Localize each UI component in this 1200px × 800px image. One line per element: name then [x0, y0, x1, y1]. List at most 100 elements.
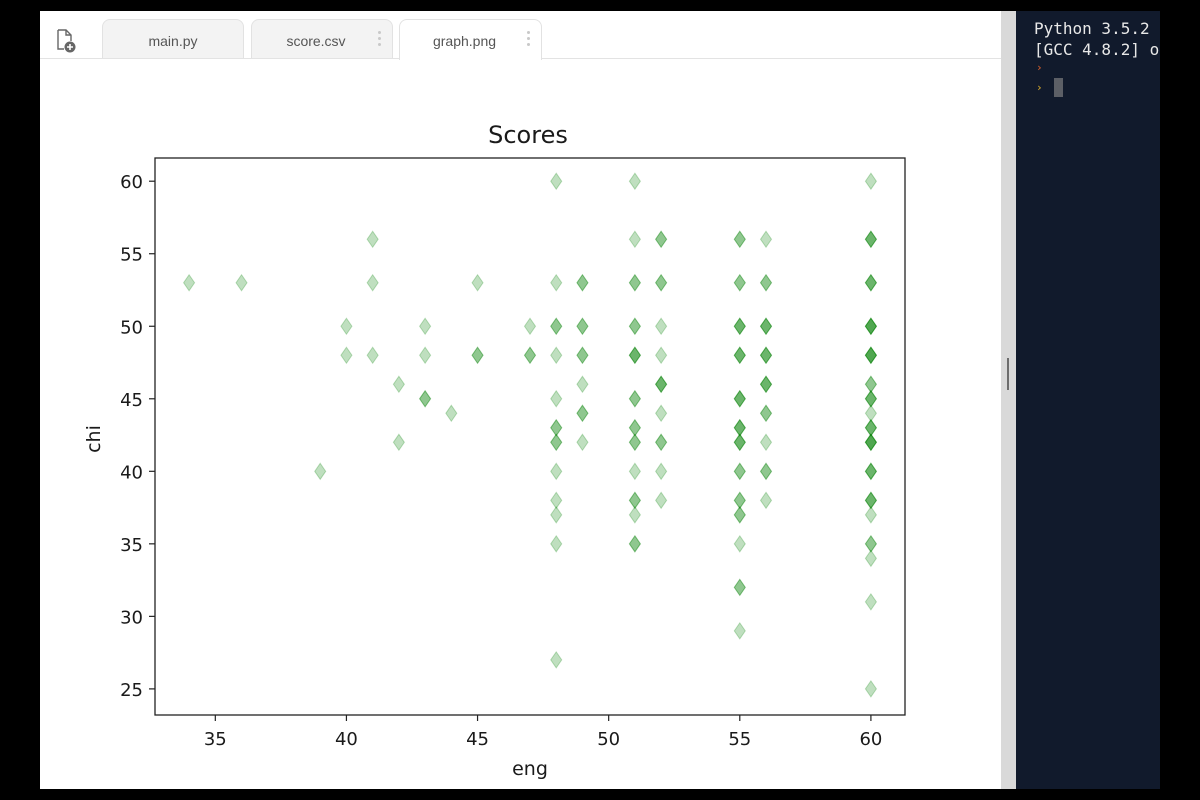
data-point [576, 404, 589, 423]
tab-label: score.csv [286, 33, 346, 49]
data-point [366, 273, 379, 292]
data-point [759, 375, 773, 394]
new-file-button[interactable] [54, 29, 78, 55]
data-point [864, 404, 878, 423]
data-point [550, 650, 563, 669]
data-point [864, 346, 878, 365]
data-point [733, 418, 746, 437]
data-point [733, 389, 746, 408]
data-point [628, 462, 642, 481]
data-point [864, 418, 878, 437]
data-point [655, 404, 668, 423]
data-point [759, 433, 773, 452]
data-point [418, 317, 432, 336]
data-point [523, 317, 537, 336]
data-point [733, 317, 746, 336]
data-point [759, 404, 773, 423]
chart-title: Scores [488, 121, 568, 149]
data-point [864, 346, 878, 365]
data-point [628, 534, 642, 553]
data-point [550, 462, 563, 481]
data-point [759, 346, 773, 365]
tab-graph-png[interactable]: graph.png [399, 19, 542, 60]
data-point [628, 491, 642, 510]
data-point [655, 462, 668, 481]
data-point [864, 549, 878, 568]
data-point [550, 346, 563, 365]
data-point [366, 346, 379, 365]
data-point [655, 433, 668, 452]
data-point [759, 375, 773, 394]
data-point [550, 433, 563, 452]
data-point [628, 418, 642, 437]
data-point [759, 273, 773, 292]
tab-main-py[interactable]: main.py [102, 19, 244, 58]
pane-splitter[interactable] [1001, 11, 1016, 789]
data-point [733, 317, 746, 336]
data-point [864, 462, 878, 481]
data-point [445, 404, 458, 423]
data-point [864, 491, 878, 510]
data-point [550, 433, 563, 452]
x-tick-label: 55 [728, 729, 751, 750]
data-point [576, 346, 589, 365]
data-point [655, 273, 668, 292]
data-point [471, 273, 484, 292]
vertical-dots-icon[interactable] [378, 31, 382, 49]
data-point [471, 346, 484, 365]
data-point [864, 172, 878, 191]
data-point [628, 346, 642, 365]
data-point [733, 505, 746, 524]
data-point [655, 375, 668, 394]
new-file-icon [57, 29, 76, 53]
console-pane[interactable]: Python 3.5.2 [GCC 4.8.2] o › › [1016, 11, 1160, 789]
data-point [628, 389, 642, 408]
data-point [655, 375, 668, 394]
data-point [418, 346, 432, 365]
tab-label: graph.png [432, 33, 497, 49]
data-point [864, 462, 878, 481]
data-point [733, 273, 746, 292]
y-tick-label: 30 [120, 607, 143, 628]
data-point [628, 433, 642, 452]
data-point [864, 433, 878, 452]
data-point [864, 230, 878, 249]
data-point [628, 230, 642, 249]
data-point [864, 680, 878, 698]
data-point [759, 317, 773, 336]
tab-bar: main.py score.csv graph.png [40, 11, 1001, 60]
splitter-grip[interactable] [1007, 358, 1009, 390]
y-tick-label: 50 [120, 317, 143, 338]
data-point [864, 317, 878, 336]
data-point [864, 389, 878, 408]
data-point [576, 317, 589, 336]
data-point [759, 404, 773, 423]
data-point [576, 273, 589, 292]
data-point [864, 230, 878, 249]
data-point [759, 230, 773, 249]
data-point [733, 578, 746, 597]
console-cursor[interactable] [1054, 78, 1063, 97]
data-point [628, 317, 642, 336]
data-point [392, 433, 405, 452]
data-point [733, 418, 746, 437]
tab-score-csv[interactable]: score.csv [251, 19, 393, 58]
x-axis: 35 40 45 50 55 60 [204, 715, 882, 750]
data-point [550, 172, 563, 191]
data-point [733, 346, 746, 365]
data-point [182, 273, 196, 292]
data-point [628, 273, 642, 292]
data-point [864, 346, 878, 365]
data-point [864, 534, 878, 553]
data-point [523, 346, 537, 365]
data-point [864, 273, 878, 292]
prompt-arrow-icon: › [1036, 81, 1043, 94]
data-point [864, 389, 878, 408]
data-point [864, 389, 878, 408]
y-tick-label: 35 [120, 535, 143, 556]
data-point [759, 375, 773, 394]
data-point [550, 389, 563, 408]
data-point [733, 346, 746, 365]
vertical-dots-icon[interactable] [527, 31, 531, 49]
data-point [655, 273, 668, 292]
